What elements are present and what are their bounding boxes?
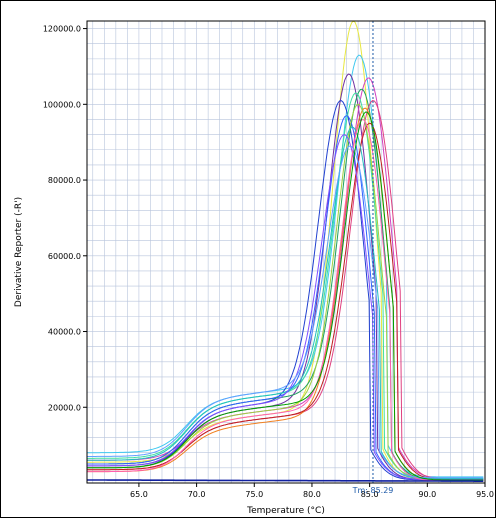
y-tick-label: 20000.0 <box>48 403 81 412</box>
x-tick-label: 95.0 <box>476 490 494 499</box>
x-tick-label: 80.0 <box>303 490 321 499</box>
x-tick-label: 90.0 <box>418 490 436 499</box>
melt-curve-18 <box>87 479 484 482</box>
melt-curve-12 <box>87 122 484 481</box>
y-axis-title: Derivative Reporter (-R') <box>14 197 24 307</box>
melt-curve-16 <box>87 145 484 479</box>
melt-curve-14 <box>87 134 484 481</box>
plot-area <box>87 21 485 483</box>
x-tick-label: 75.0 <box>245 490 263 499</box>
x-tick-label: 70.0 <box>188 490 206 499</box>
x-tick-label: 85.0 <box>361 490 379 499</box>
axes: 20000.0 40000.0 60000.0 80000.0 100000.0 1200… <box>43 20 494 499</box>
melt-curve-17 <box>87 111 484 481</box>
tm-label: Tm: 85.29 <box>352 486 394 495</box>
y-tick-label: 120000.0 <box>43 25 81 34</box>
grid <box>87 21 486 483</box>
x-axis-title: Temperature (°C) <box>246 506 325 516</box>
y-tick-label: 100000.0 <box>43 100 81 109</box>
melt-curve-15 <box>87 119 484 482</box>
y-tick-label: 80000.0 <box>48 176 81 185</box>
y-tick-label: 60000.0 <box>48 252 81 261</box>
plot-border <box>86 20 486 484</box>
x-tick-label: 65.0 <box>130 490 148 499</box>
series-layer <box>87 20 484 482</box>
y-tick-label: 40000.0 <box>48 328 81 337</box>
